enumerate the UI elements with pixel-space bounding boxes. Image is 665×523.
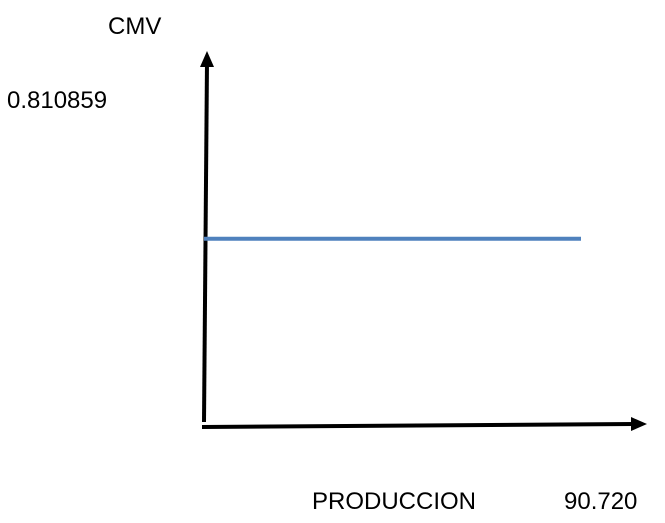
x-axis-arrowhead — [631, 417, 647, 431]
y-value-label: 0.810859 — [7, 87, 108, 114]
y-axis-arrowhead — [200, 51, 214, 67]
x-axis — [201, 422, 635, 429]
y-axis-label: CMV — [108, 13, 162, 40]
x-value-label: 90.720 — [564, 488, 638, 515]
y-axis — [202, 61, 209, 423]
x-axis-label: PRODUCCION — [312, 488, 477, 515]
